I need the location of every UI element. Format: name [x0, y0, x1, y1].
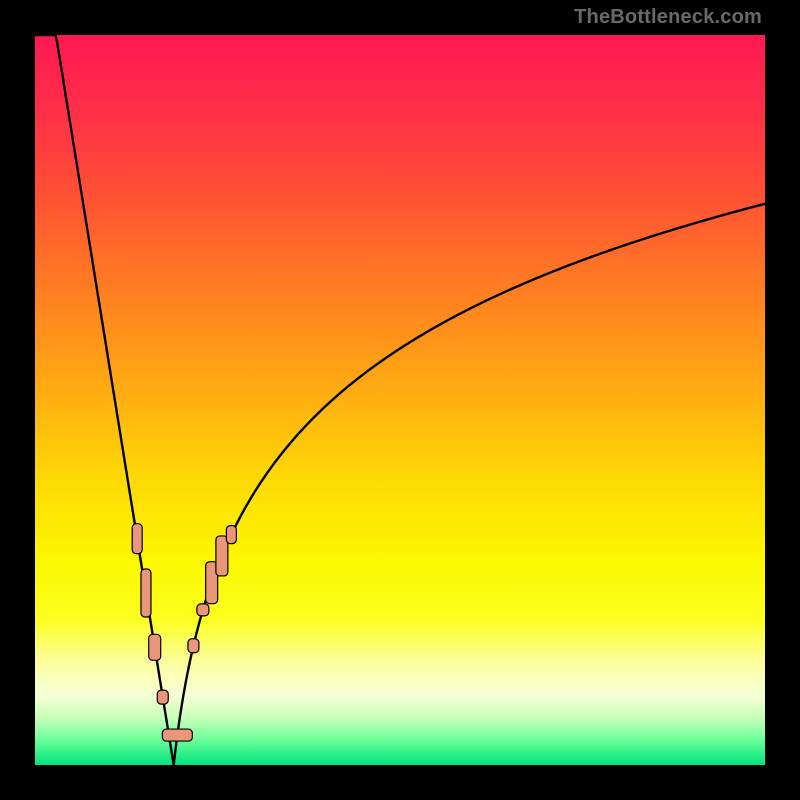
data-marker	[216, 536, 228, 576]
bottleneck-curve	[35, 35, 765, 765]
chart-frame: TheBottleneck.com	[0, 0, 800, 800]
data-marker	[141, 569, 151, 617]
plot-area	[35, 35, 765, 765]
marker-layer	[132, 524, 236, 741]
data-marker	[188, 639, 199, 653]
watermark-text: TheBottleneck.com	[574, 6, 762, 29]
data-marker	[132, 524, 142, 554]
data-marker	[226, 526, 236, 544]
data-marker	[197, 604, 209, 616]
curve-layer	[35, 35, 765, 765]
data-marker	[149, 634, 161, 660]
data-marker	[157, 690, 168, 704]
data-marker	[162, 729, 192, 741]
